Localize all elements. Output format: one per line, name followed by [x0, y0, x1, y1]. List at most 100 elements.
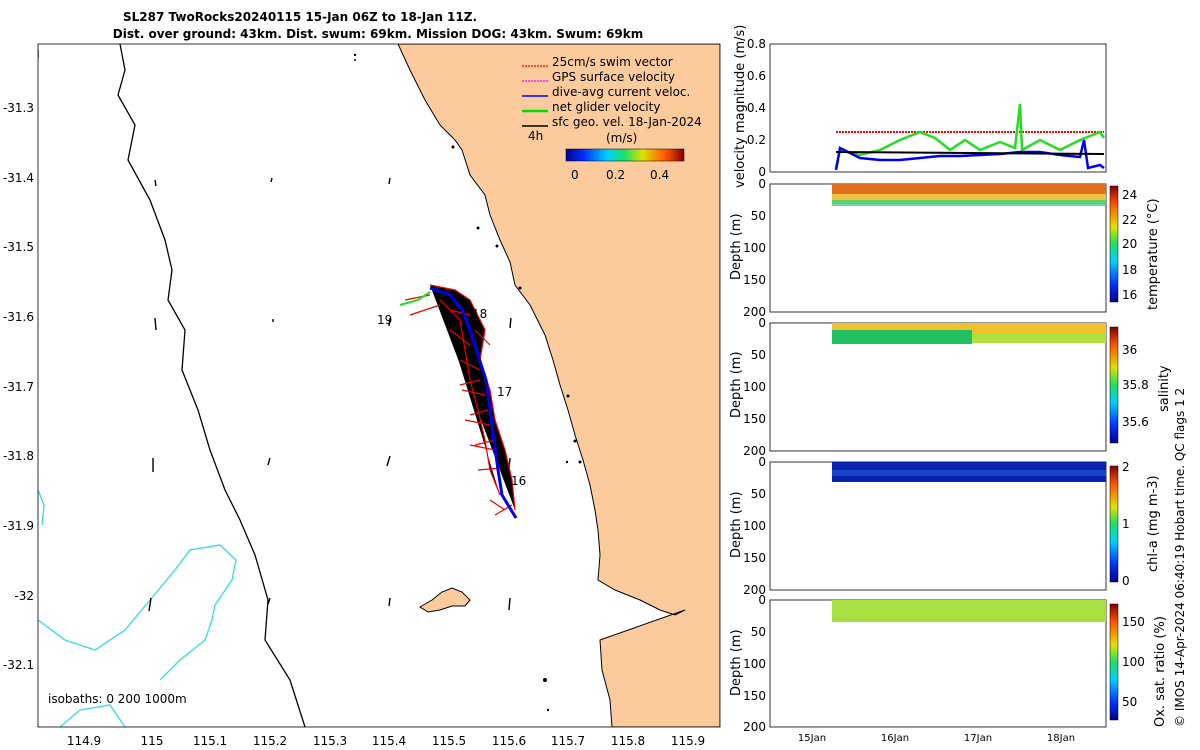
dive-avg-speed-line: [834, 139, 1105, 171]
x-tick: 115: [141, 734, 164, 748]
day-label-19: 19: [377, 313, 392, 327]
salinity-ylabel: Depth (m): [729, 351, 744, 418]
temp-cbar-tick: 22: [1122, 213, 1137, 227]
depth-tick: 200: [743, 444, 766, 458]
depth-tick: 0: [758, 316, 766, 330]
depth-tick: 150: [743, 412, 766, 426]
isobath-1000m: [38, 489, 237, 727]
y-tick: -31.4: [3, 171, 34, 185]
y-tick: -32.1: [3, 658, 34, 672]
temperature-colorbar: [1109, 185, 1119, 303]
imos-credit: © IMOS 14-Apr-2024 06:40:19 Hobart time.…: [1173, 388, 1187, 727]
legend-item-sfc-geo: sfc geo. vel. 18-Jan-2024: [522, 115, 702, 129]
legend-item-dive-avg: dive-avg current veloc.: [522, 85, 690, 99]
isobaths-label: isobaths: 0 200 1000m: [48, 692, 187, 706]
chla-panel: Depth (m) 0 50 100 150 200 2 1 0 chl-a (…: [729, 455, 1161, 597]
speed-colorbar: [565, 148, 685, 162]
salinity-panel: Depth (m) 0 50 100 150 200 36 35.8 35.6 …: [729, 316, 1172, 458]
x-tick: 114.9: [67, 734, 101, 748]
chla-cbar-tick: 1: [1122, 517, 1130, 531]
x-tick: 115.4: [372, 734, 406, 748]
legend-label-dive-avg: dive-avg current veloc.: [552, 85, 690, 99]
y-tick: -31.7: [3, 380, 34, 394]
temperature-cbar-label: temperature (°C): [1146, 198, 1161, 310]
vel-y-tick: 0: [758, 165, 766, 179]
colorbar-tick-1: 0.2: [606, 168, 625, 182]
salinity-colorbar: [1109, 326, 1119, 444]
net-glider-speed-line: [834, 103, 1106, 169]
time-tick: 18Jan: [1047, 733, 1075, 744]
day-label-17: 17: [497, 385, 512, 399]
y-tick: -32: [14, 589, 34, 603]
time-axis: 15Jan 16Jan 17Jan 18Jan: [798, 733, 1075, 744]
depth-tick: 100: [743, 519, 766, 533]
depth-tick: 150: [743, 273, 766, 287]
temp-cbar-tick: 18: [1122, 263, 1137, 277]
map-y-axis: -31.3 -31.4 -31.5 -31.6 -31.7 -31.8 -31.…: [3, 101, 34, 672]
map-x-axis: 114.9 115 115.1 115.2 115.3 115.4 115.5 …: [67, 734, 705, 748]
time-tick: 17Jan: [964, 733, 992, 744]
time-scale-label: 4h: [528, 129, 543, 143]
sal-cbar-tick: 35.8: [1122, 378, 1149, 392]
depth-tick: 50: [751, 348, 766, 362]
depth-tick: 100: [743, 380, 766, 394]
title-line-1: SL287 TwoRocks20240115 15-Jan 06Z to 18-…: [122, 10, 478, 24]
sfc-geo-speed-line: [835, 151, 1105, 155]
depth-tick: 0: [758, 593, 766, 607]
depth-tick: 200: [743, 583, 766, 597]
oxygen-ylabel: Depth (m): [729, 629, 744, 696]
x-tick: 115.7: [551, 734, 585, 748]
vel-y-tick: 0.8: [747, 37, 766, 51]
temperature-ylabel: Depth (m): [729, 213, 744, 280]
depth-tick: 0: [758, 177, 766, 191]
depth-tick: 50: [751, 625, 766, 639]
map-legend: 25cm/s swim vector GPS surface velocity …: [522, 55, 702, 182]
y-tick: -31.9: [3, 519, 34, 533]
temp-cbar-tick: 24: [1122, 188, 1137, 202]
x-tick: 115.1: [193, 734, 227, 748]
velocity-ylabel: velocity magnitude (m/s): [733, 25, 748, 188]
depth-tick: 50: [751, 209, 766, 223]
y-tick: -31.8: [3, 449, 34, 463]
y-tick: -31.6: [3, 310, 34, 324]
ox-cbar-tick: 150: [1122, 615, 1145, 629]
isobath-200m: [117, 44, 306, 727]
oxygen-cbar-label: Ox. sat. ratio (%): [1153, 616, 1168, 727]
colorbar-tick-0: 0: [571, 168, 579, 182]
depth-tick: 150: [743, 551, 766, 565]
vel-y-tick: 0.2: [747, 133, 766, 147]
time-tick: 15Jan: [798, 733, 826, 744]
island: [419, 587, 471, 613]
colorbar-tick-2: 0.4: [650, 168, 669, 182]
sal-cbar-tick: 36: [1122, 343, 1137, 357]
oxygen-panel: Depth (m) 0 50 100 150 200 150 100 50 Ox…: [729, 593, 1168, 734]
x-tick: 115.9: [671, 734, 705, 748]
depth-tick: 200: [743, 305, 766, 319]
time-tick: 16Jan: [881, 733, 909, 744]
chla-ylabel: Depth (m): [729, 491, 744, 558]
swim-vectors: [404, 284, 516, 516]
ox-cbar-tick: 100: [1122, 655, 1145, 669]
coastal-islets: [353, 53, 582, 712]
depth-tick: 100: [743, 657, 766, 671]
net-glider-velocity: [399, 291, 431, 306]
sal-cbar-tick: 35.6: [1122, 415, 1149, 429]
depth-tick: 150: [743, 689, 766, 703]
colorbar-title: (m/s): [606, 131, 637, 145]
oxygen-colorbar: [1109, 603, 1119, 721]
legend-item-net: net glider velocity: [522, 100, 660, 114]
chla-cbar-tick: 0: [1122, 574, 1130, 588]
depth-tick: 200: [743, 720, 766, 734]
salinity-cbar-label: salinity: [1157, 365, 1172, 412]
legend-item-swim: 25cm/s swim vector: [522, 55, 673, 69]
x-tick: 115.8: [611, 734, 645, 748]
x-tick: 115.6: [492, 734, 526, 748]
velocity-panel: 0 0.2 0.4 0.6 0.8 velocity magnitude (m/…: [733, 25, 1107, 188]
x-tick: 115.5: [432, 734, 466, 748]
dive-avg-current-track: [429, 286, 518, 519]
temperature-panel: Depth (m) 0 50 100 150 200 24 22 20 18 1…: [729, 177, 1161, 319]
title-line-2: Dist. over ground: 43km. Dist. swum: 69k…: [112, 27, 644, 41]
chla-cbar-label: chl-a (mg m-3): [1146, 475, 1161, 572]
y-tick: -31.5: [3, 240, 34, 254]
